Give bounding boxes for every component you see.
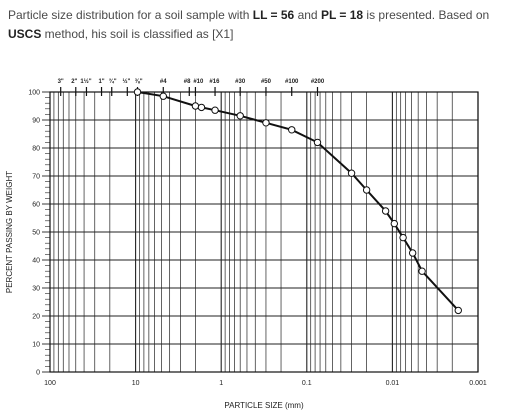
gradation-line: [137, 91, 460, 312]
x-tick-label: 0.1: [302, 380, 312, 387]
y-tick-label: 70: [32, 174, 40, 181]
data-point: [390, 219, 399, 228]
x-tick-label: 0.01: [386, 380, 400, 387]
y-axis-title: PERCENT PASSING BY WEIGHT: [5, 171, 14, 293]
data-point: [313, 138, 322, 147]
data-point: [288, 126, 296, 134]
y-tick-label: 0: [36, 370, 40, 377]
sieve-label: #8: [184, 79, 191, 85]
sieve-label: ½": [122, 78, 130, 85]
plastic-limit-value: PL = 18: [320, 8, 364, 22]
sieve-label: 1½": [80, 78, 91, 85]
sieve-label: ¾": [109, 78, 117, 85]
y-tick-label: 20: [32, 314, 40, 321]
liquid-limit-value: LL = 56: [252, 8, 295, 22]
question-part3: is presented. Based on: [363, 8, 490, 22]
question-text: Particle size distribution for a soil sa…: [8, 6, 498, 44]
data-point: [418, 267, 426, 275]
data-point: [211, 106, 219, 114]
data-point: [454, 306, 462, 315]
y-tick-label: 10: [32, 342, 40, 349]
sieve-label: #30: [235, 79, 246, 85]
sieve-label: 3": [58, 79, 64, 85]
data-point: [347, 169, 356, 177]
data-point: [262, 119, 270, 127]
data-point: [133, 88, 142, 96]
sieve-label: #100: [285, 79, 299, 85]
question-part1: Particle size distribution for a soil sa…: [8, 8, 253, 22]
x-axis-title: PARTICLE SIZE (mm): [224, 401, 304, 410]
sieve-markers: 3" 2" 1½" 1" ¾" ½" ⅜" #4 #8 #10 #16 #30 #50 #100 #200: [58, 78, 325, 96]
x-tick-label: 100: [44, 380, 56, 387]
y-tick-label: 80: [32, 146, 40, 153]
data-point: [159, 92, 167, 100]
y-tick-label: 50: [32, 230, 40, 237]
data-point: [399, 233, 407, 242]
y-tick-label: 100: [28, 90, 40, 97]
sieve-label: #200: [311, 79, 325, 85]
axis-labels: 0 10 20 30 40 50 60 70 80 90 100 100 10 1 0.1 0.01 0.001: [28, 90, 487, 388]
data-point: [362, 186, 371, 194]
data-point: [191, 102, 200, 110]
sieve-label: 1": [98, 79, 104, 85]
x-tick-label: 10: [132, 380, 140, 387]
sieve-label: #10: [193, 79, 204, 85]
y-tick-label: 60: [32, 202, 40, 209]
sieve-label: 2": [71, 79, 77, 85]
question-part4: method, his soil is classified as [X1]: [41, 27, 234, 41]
data-point: [236, 112, 244, 120]
x-tick-label: 0.001: [469, 380, 487, 387]
plot-frame: [49, 91, 479, 373]
question-part2: and: [294, 8, 321, 22]
gradation-curve: [133, 88, 462, 315]
y-tick-label: 90: [32, 118, 40, 125]
uscs-label: USCS: [8, 27, 42, 41]
sieve-label: #50: [261, 79, 272, 85]
sieve-label: #16: [209, 79, 220, 85]
data-point: [197, 103, 206, 112]
x-tick-label: 1: [219, 380, 223, 387]
sieve-label: #4: [160, 79, 167, 85]
sieve-label: ⅜": [135, 79, 143, 85]
chart-grid: [42, 91, 479, 373]
y-tick-label: 30: [32, 286, 40, 293]
data-point: [408, 249, 417, 257]
y-tick-label: 40: [32, 258, 40, 265]
data-point: [381, 207, 390, 215]
